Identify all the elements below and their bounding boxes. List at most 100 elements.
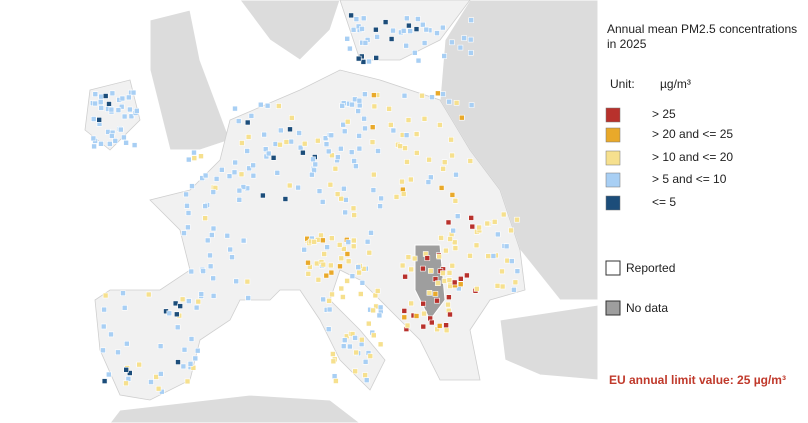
station bbox=[467, 36, 474, 43]
station bbox=[427, 268, 434, 274]
station bbox=[210, 293, 217, 299]
station bbox=[426, 156, 432, 163]
station bbox=[467, 158, 474, 164]
station bbox=[449, 39, 455, 46]
station bbox=[200, 268, 206, 274]
station bbox=[275, 103, 282, 109]
station bbox=[411, 255, 418, 262]
station bbox=[352, 335, 358, 341]
station bbox=[387, 122, 394, 128]
legend-label: > 20 and <= 25 bbox=[652, 127, 733, 141]
station bbox=[172, 300, 179, 307]
station bbox=[320, 296, 326, 303]
station bbox=[320, 261, 327, 268]
station bbox=[499, 283, 506, 290]
station bbox=[356, 133, 362, 139]
station bbox=[98, 105, 104, 111]
station bbox=[204, 237, 211, 244]
station bbox=[341, 337, 348, 344]
station bbox=[339, 103, 346, 109]
station bbox=[305, 259, 311, 266]
station bbox=[118, 126, 124, 133]
station bbox=[260, 192, 266, 199]
station bbox=[439, 24, 446, 31]
station bbox=[328, 235, 335, 241]
station bbox=[321, 251, 328, 257]
unit-label: Unit: bbox=[610, 77, 635, 91]
station bbox=[342, 209, 349, 216]
station bbox=[362, 91, 368, 97]
station bbox=[202, 215, 208, 221]
station bbox=[107, 141, 113, 147]
station bbox=[421, 116, 428, 122]
station bbox=[468, 102, 475, 108]
station bbox=[320, 237, 326, 244]
station bbox=[511, 286, 517, 293]
station bbox=[301, 140, 308, 147]
station bbox=[443, 327, 450, 334]
station bbox=[369, 139, 376, 145]
station bbox=[326, 297, 332, 304]
title-line: Annual mean PM2.5 concentrations bbox=[607, 22, 797, 36]
station bbox=[328, 269, 335, 276]
station bbox=[191, 149, 197, 156]
station bbox=[210, 225, 217, 232]
station bbox=[429, 94, 435, 100]
station bbox=[330, 358, 337, 365]
station bbox=[390, 127, 397, 134]
station bbox=[174, 324, 181, 331]
station bbox=[210, 275, 216, 282]
station bbox=[195, 298, 202, 305]
station bbox=[112, 138, 119, 144]
station bbox=[386, 106, 392, 112]
station bbox=[494, 282, 501, 289]
station bbox=[248, 113, 255, 119]
unit: µg/m³ bbox=[660, 77, 691, 91]
station bbox=[257, 101, 264, 108]
station bbox=[288, 138, 295, 145]
station bbox=[446, 269, 453, 276]
station bbox=[440, 270, 446, 277]
station bbox=[109, 90, 116, 97]
station bbox=[476, 224, 482, 231]
station bbox=[370, 307, 376, 314]
station bbox=[401, 92, 408, 99]
station bbox=[296, 130, 302, 136]
station bbox=[351, 212, 358, 218]
station bbox=[96, 117, 102, 123]
station bbox=[345, 239, 352, 245]
station bbox=[174, 311, 180, 318]
station bbox=[121, 134, 127, 141]
station bbox=[338, 195, 345, 202]
station bbox=[413, 131, 420, 137]
station bbox=[326, 306, 333, 313]
station bbox=[355, 264, 362, 270]
station bbox=[440, 91, 446, 97]
station bbox=[337, 263, 343, 270]
station bbox=[119, 95, 126, 102]
legend-label: > 10 and <= 20 bbox=[652, 150, 733, 164]
station bbox=[413, 313, 420, 319]
station bbox=[106, 101, 112, 107]
station bbox=[473, 242, 480, 249]
station bbox=[335, 154, 341, 160]
reported-label: Reported bbox=[626, 261, 675, 275]
station bbox=[435, 90, 441, 97]
station bbox=[371, 103, 378, 110]
station bbox=[235, 118, 242, 124]
station bbox=[367, 353, 374, 359]
station bbox=[209, 232, 215, 238]
station bbox=[90, 116, 97, 122]
station bbox=[458, 114, 465, 121]
station bbox=[375, 148, 381, 154]
legend-swatch bbox=[605, 172, 621, 188]
station bbox=[452, 245, 459, 251]
station bbox=[399, 262, 406, 269]
station bbox=[448, 136, 454, 143]
legend-swatch bbox=[605, 107, 621, 123]
station bbox=[402, 145, 408, 151]
station bbox=[177, 303, 183, 309]
station bbox=[350, 26, 357, 33]
station bbox=[198, 153, 204, 159]
station bbox=[192, 355, 199, 362]
